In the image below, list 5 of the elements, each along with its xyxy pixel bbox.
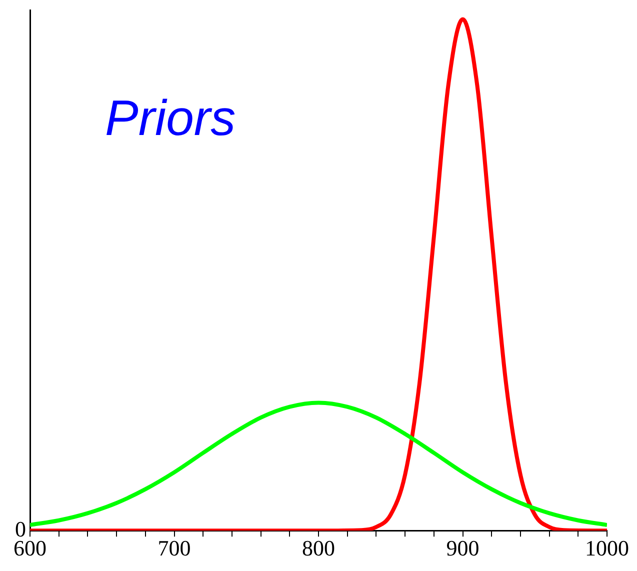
x-tick-label: 900	[446, 536, 480, 561]
text: Priors	[105, 90, 236, 146]
x-tick-label: 800	[302, 536, 335, 561]
x-tick-label: 1000	[585, 536, 629, 561]
x-tick-label: 700	[158, 536, 191, 561]
